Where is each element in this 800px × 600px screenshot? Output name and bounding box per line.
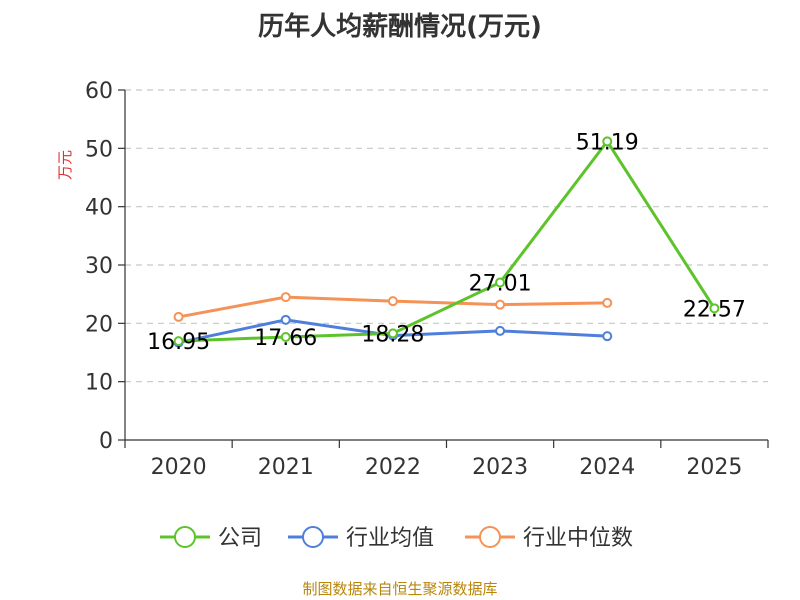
data-label: 51.19 [576,130,639,155]
y-tick-label: 10 [85,371,113,396]
x-tick-label: 2021 [258,455,314,480]
legend-swatch-marker [479,526,501,548]
data-point [280,331,291,342]
y-tick-label: 50 [85,137,113,162]
data-point [387,296,398,307]
x-tick-label: 2023 [472,455,528,480]
data-point [602,297,613,308]
data-point [495,277,506,288]
data-label: 18.28 [361,322,424,347]
data-label: 27.01 [469,271,532,296]
y-tick-label: 20 [85,312,113,337]
x-tick-label: 2024 [579,455,635,480]
series-points [173,136,720,348]
legend-swatch-marker [302,526,324,548]
y-tick-label: 60 [85,79,113,104]
legend-label: 行业均值 [346,526,434,551]
x-tick-label: 2025 [686,455,742,480]
data-point [387,328,398,339]
x-tick-label: 2022 [365,455,421,480]
y-tick-label: 0 [99,429,113,454]
data-point [495,299,506,310]
data-point [280,314,291,325]
legend-label: 公司 [218,526,262,551]
data-label: 17.66 [254,326,317,351]
grid-lines [125,89,768,383]
x-tick-label: 2020 [151,455,207,480]
data-labels: 16.95 17.66 18.28 27.01 51.19 22.57 [147,130,746,355]
data-point [602,331,613,342]
legend: 公司 行业均值 行业中位数 [160,526,633,551]
data-label: 16.95 [147,330,210,355]
legend-swatch-marker [174,526,196,548]
source-note: 制图数据来自恒生聚源数据库 [302,580,498,598]
series-line-0 [178,139,716,343]
data-point [280,292,291,303]
data-label: 22.57 [683,297,746,322]
y-tick-label: 30 [85,254,113,279]
chart-title: 历年人均薪酬情况(万元) [258,12,542,42]
data-point [602,136,613,147]
data-point [173,336,184,347]
y-axis-label: 万元 [56,150,74,180]
data-point [495,325,506,336]
series-lines [178,139,716,345]
y-tick-label: 40 [85,196,113,221]
axes: 0 10 20 30 40 50 60 2020 2021 2022 2023 2024 2025 万元 [56,79,769,480]
data-point [173,311,184,322]
legend-label: 行业中位数 [523,526,633,551]
data-point [709,303,720,314]
